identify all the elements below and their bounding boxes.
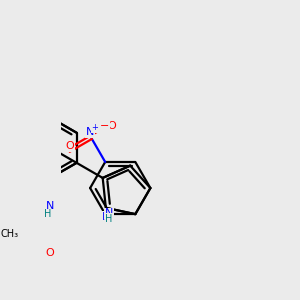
Text: N: N [46,202,54,212]
Text: N: N [102,212,110,222]
Text: N: N [105,208,113,218]
Text: H: H [44,209,51,219]
Text: +: + [92,123,98,132]
Text: O: O [107,121,116,131]
Text: H: H [105,214,113,224]
Text: −: − [100,121,109,131]
Text: N: N [86,127,94,137]
Text: O: O [65,141,74,151]
Text: O: O [46,248,54,258]
Text: CH₃: CH₃ [0,229,18,239]
